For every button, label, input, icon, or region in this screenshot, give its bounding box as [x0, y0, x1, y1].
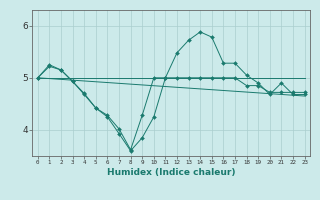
- X-axis label: Humidex (Indice chaleur): Humidex (Indice chaleur): [107, 168, 236, 177]
